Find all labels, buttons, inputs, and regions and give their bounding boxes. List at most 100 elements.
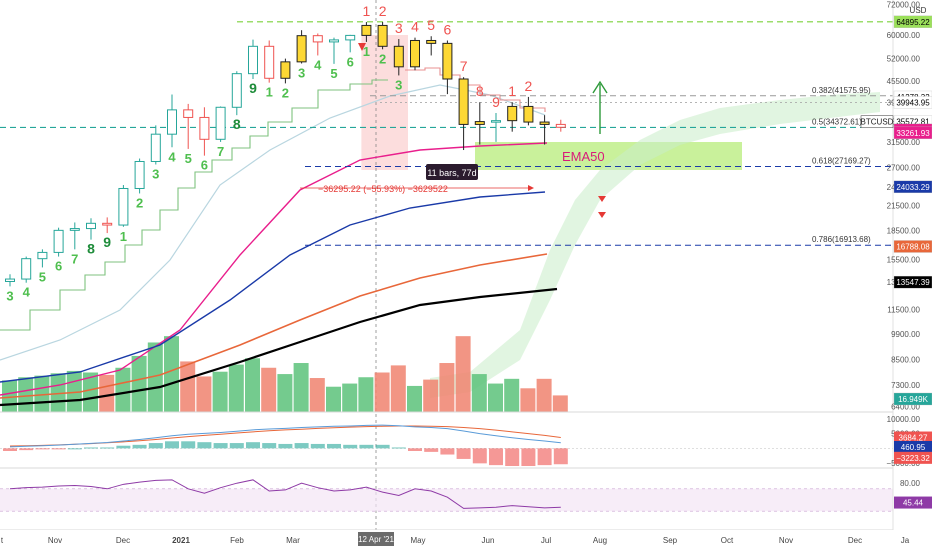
volume-bar	[439, 363, 455, 412]
price-tick-label: 72000.00	[887, 1, 921, 10]
volume-bar	[488, 383, 503, 412]
ema50-line	[0, 142, 548, 396]
candle-body	[5, 278, 15, 282]
macd-histogram-bar	[327, 443, 341, 449]
td-up-count-label: 2	[379, 51, 386, 66]
td-sequential-step-lines	[0, 67, 546, 331]
macd-histogram-bar	[359, 444, 374, 449]
price-badge-label: 35572.81	[896, 118, 930, 127]
volume-bar	[358, 377, 374, 412]
fib-label: 0.618(27169.27)	[812, 156, 871, 165]
price-tick-label: 7300.00	[891, 381, 920, 390]
candle-body	[69, 228, 80, 231]
td-down-count-label: 5	[427, 17, 435, 33]
macd-histogram-bar	[391, 447, 406, 449]
price-badge	[893, 96, 932, 109]
macd-histogram-bar	[278, 443, 293, 449]
volume-bar	[326, 386, 341, 412]
td-down-count-label: 3	[395, 20, 403, 36]
volume-bar	[147, 342, 163, 412]
macd-histogram-bar	[197, 442, 212, 449]
candle-body	[280, 61, 291, 79]
macd-badge	[894, 431, 932, 444]
macd-histogram-bar	[294, 443, 309, 449]
volume-bar	[261, 367, 277, 412]
ema200-line	[0, 287, 558, 407]
rsi-badge-label: 45.44	[903, 499, 924, 508]
price-badge-label: 16.949K	[898, 395, 928, 404]
td-up-count-label: 6	[55, 259, 62, 274]
candle-body	[86, 222, 96, 230]
td-down-count-label: 6	[444, 21, 452, 37]
volume-bar	[228, 364, 244, 412]
time-axis-label: Feb	[230, 536, 244, 545]
down-arrow-icon	[598, 196, 606, 202]
td-down-count-label: 1	[508, 83, 516, 99]
td-up-count-label: 3	[6, 288, 13, 303]
macd-histogram-bar	[310, 443, 325, 449]
time-axis-label: 2021	[172, 536, 190, 545]
price-tick-label: 8500.00	[891, 356, 920, 365]
candle-body	[523, 105, 534, 123]
down-arrow-icon	[358, 43, 366, 51]
price-badge-label: 64895.22	[896, 18, 930, 27]
volume-bar	[471, 374, 487, 412]
td-resistance-steps	[405, 67, 546, 112]
macd-histogram-bar	[84, 447, 98, 449]
rsi-tick-label: 80.00	[900, 479, 921, 488]
symbol-tag	[860, 115, 894, 129]
volume-bar	[196, 376, 212, 412]
td-support-steps	[0, 79, 388, 331]
td-down-count-label: 7	[460, 58, 468, 74]
price-tick-label: 6400.00	[891, 403, 920, 412]
time-axis-label: 12 Apr '21	[358, 535, 394, 544]
volume-bar	[309, 378, 325, 412]
price-badge	[893, 126, 932, 140]
time-axis[interactable]: t Nov Dec 2021 Feb Mar 12 Apr '21 May Jun Jul Aug S…	[0, 530, 932, 550]
macd-histogram-bar	[262, 443, 277, 449]
td-up-count-label: 8	[233, 116, 241, 132]
price-tick-label: 52000.00	[887, 55, 921, 64]
price-badge	[893, 392, 932, 406]
td-up-count-label: 7	[217, 144, 224, 159]
volume-bar	[407, 385, 422, 412]
td-up-count-label: 9	[103, 234, 111, 250]
candle-body	[345, 34, 356, 41]
candle-body	[37, 251, 48, 260]
fib-label: 0.5(34372.61)	[812, 117, 862, 126]
candle-body	[555, 123, 566, 128]
macd-histogram-bar	[132, 444, 147, 449]
macd-histogram-bar	[148, 443, 163, 449]
volume-bar	[115, 367, 131, 412]
ema50-label: EMA50	[562, 149, 605, 164]
ichimoku-cloud	[430, 92, 880, 398]
candle-body	[215, 106, 226, 140]
candle-body	[458, 78, 469, 125]
annotations: 11 bars, 77d −36295.22 (−55.93%) −3629522…	[300, 43, 608, 218]
macd-badge-label: 460.95	[901, 443, 926, 452]
price-badge-label: 13547.39	[896, 278, 930, 287]
candle-body	[231, 73, 242, 108]
td-up-count-label: 3	[395, 77, 402, 92]
range-arrow-head	[528, 185, 534, 191]
td-up-count-label: 2	[282, 85, 289, 100]
macd-badge	[894, 451, 932, 464]
macd-histogram-bar	[19, 448, 34, 451]
candle-body	[361, 24, 372, 36]
fib-label: 0.786(16913.68)	[812, 235, 871, 244]
macd-tick-label: 10000.00	[887, 415, 921, 424]
price-tick-label: 21500.00	[887, 201, 921, 210]
symbol-tag-label: BTCUSD	[861, 118, 894, 127]
macd-histogram-bar	[51, 448, 66, 450]
time-axis-label: Mar	[286, 536, 300, 545]
macd-histogram-bar	[343, 444, 358, 449]
candle-body	[118, 187, 129, 226]
volume-bar	[390, 365, 406, 412]
time-axis-date-badge	[358, 532, 394, 546]
macd-histogram-bar	[521, 448, 536, 466]
macd-badge-label: 3684.27	[899, 434, 928, 443]
rsi-line	[9, 479, 561, 509]
price-tick-label: 11500.00	[887, 305, 920, 314]
